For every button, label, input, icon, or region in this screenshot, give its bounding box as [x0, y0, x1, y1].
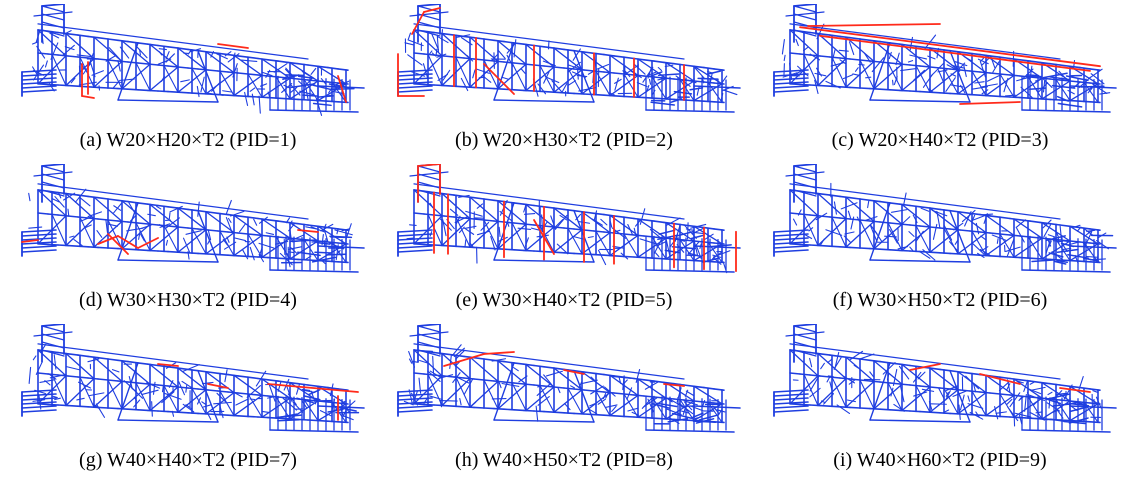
frame-svg-h — [397, 324, 741, 433]
caption-b: (b) W20×H30×T2 (PID=2) — [455, 129, 673, 151]
caption-i: (i) W40×H60×T2 (PID=9) — [833, 449, 1047, 471]
panel-a: (a) W20×H20×T2 (PID=1) — [0, 0, 376, 160]
caption-e: (e) W30×H40×T2 (PID=5) — [455, 289, 673, 311]
frame-structure-d — [8, 164, 368, 286]
frame-svg-a — [21, 4, 365, 116]
panel-h: (h) W40×H50×T2 (PID=8) — [376, 320, 752, 480]
panel-g: (g) W40×H40×T2 (PID=7) — [0, 320, 376, 480]
caption-f: (f) W30×H50×T2 (PID=6) — [832, 289, 1048, 311]
frame-structure-g — [8, 324, 368, 446]
frame-svg-f — [773, 164, 1117, 273]
frame-structure-c — [760, 4, 1120, 126]
caption-c: (c) W20×H40×T2 (PID=3) — [831, 129, 1049, 151]
frame-svg-d — [21, 164, 365, 273]
frame-structure-i — [760, 324, 1120, 446]
panel-c: (c) W20×H40×T2 (PID=3) — [752, 0, 1128, 160]
frame-svg-e — [397, 164, 741, 274]
frame-structure-h — [384, 324, 744, 446]
frame-structure-a — [8, 4, 368, 126]
frame-svg-b — [397, 4, 741, 113]
caption-h: (h) W40×H50×T2 (PID=8) — [455, 449, 673, 471]
frame-svg-i — [773, 324, 1117, 433]
frame-svg-g — [21, 324, 365, 433]
caption-a: (a) W20×H20×T2 (PID=1) — [79, 129, 297, 151]
panel-d: (d) W30×H30×T2 (PID=4) — [0, 160, 376, 320]
panel-b: (b) W20×H30×T2 (PID=2) — [376, 0, 752, 160]
caption-g: (g) W40×H40×T2 (PID=7) — [79, 449, 297, 471]
frame-structure-b — [384, 4, 744, 126]
frame-structure-f — [760, 164, 1120, 286]
panel-e: (e) W30×H40×T2 (PID=5) — [376, 160, 752, 320]
frame-structure-e — [384, 164, 744, 286]
frame-svg-c — [773, 4, 1117, 113]
panel-i: (i) W40×H60×T2 (PID=9) — [752, 320, 1128, 480]
caption-d: (d) W30×H30×T2 (PID=4) — [79, 289, 297, 311]
panel-f: (f) W30×H50×T2 (PID=6) — [752, 160, 1128, 320]
